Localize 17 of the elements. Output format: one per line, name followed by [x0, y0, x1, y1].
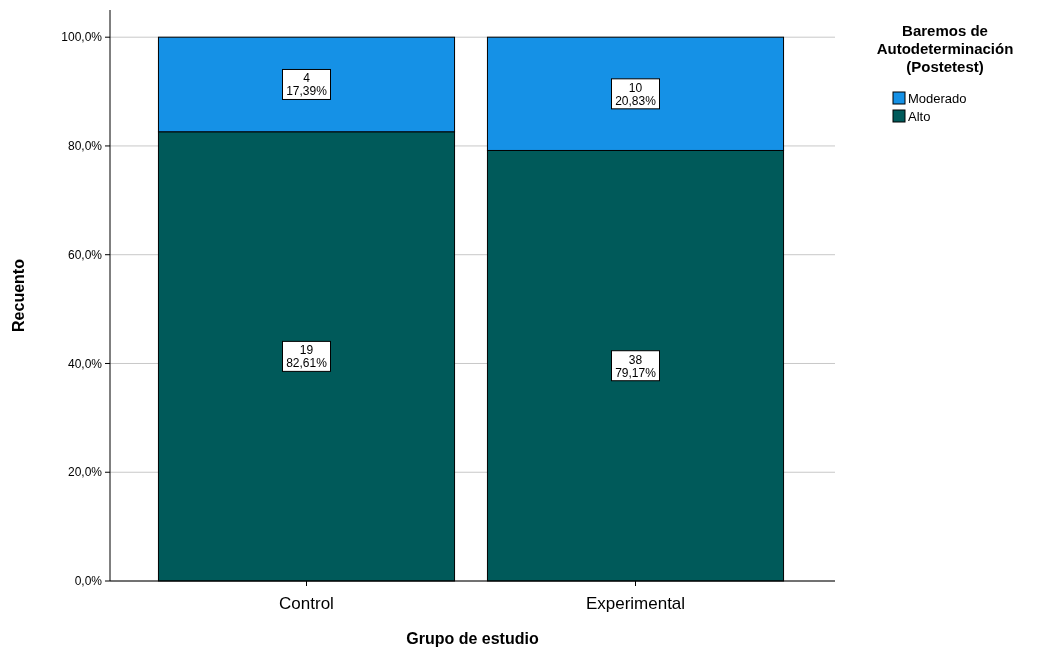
y-tick-label: 40,0% [67, 356, 103, 371]
data-label: 19 82,61% [286, 343, 328, 371]
data-label: 10 20,83% [615, 80, 657, 108]
legend-label: Alto [908, 108, 931, 124]
y-tick-label: 60,0% [67, 247, 103, 262]
y-axis-title: Recuento [10, 258, 27, 332]
y-tick-label: 80,0% [67, 139, 103, 154]
x-axis-title: Grupo de estudio [406, 630, 539, 647]
legend-title: Baremos de Autodeterminación (Postetest) [876, 22, 1014, 75]
legend-label: Moderado [908, 90, 967, 106]
x-tick-label: Experimental [585, 594, 686, 613]
x-tick-label: Control [279, 594, 334, 613]
y-tick-label: 20,0% [67, 465, 103, 480]
y-tick-label: 0,0% [74, 574, 103, 589]
data-label: 4 17,39% [286, 71, 328, 99]
y-tick-label: 100,0% [61, 30, 103, 45]
data-label: 38 79,17% [615, 352, 657, 380]
